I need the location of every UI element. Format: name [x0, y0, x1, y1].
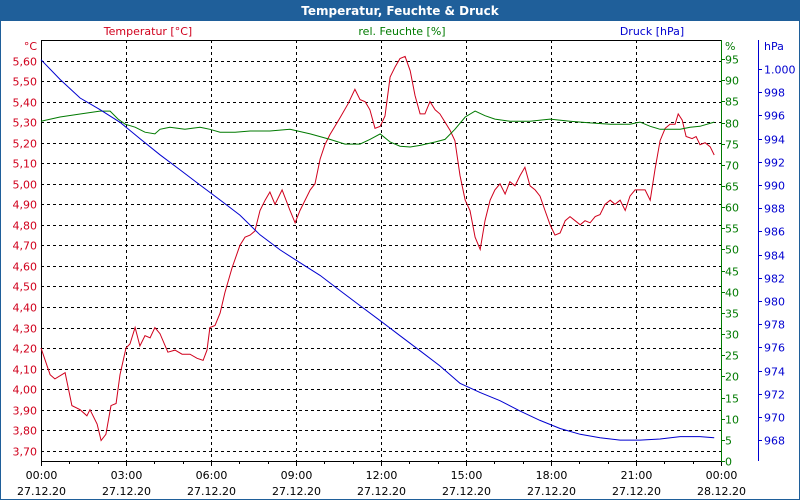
pressure-tick-label: 998 [764, 87, 785, 100]
temperature-tick-label: 5,00 [13, 179, 38, 192]
temperature-tick-label: 5,20 [13, 138, 38, 151]
humidity-tick-label: 20 [725, 371, 739, 384]
humidity-tick-label: 95 [725, 54, 739, 67]
temperature-tick-label: 3,90 [13, 405, 38, 418]
humidity-tick-label: 45 [725, 266, 739, 279]
temperature-tick-label: 4,90 [13, 199, 38, 212]
pressure-tick-label: 976 [764, 342, 785, 355]
temperature-tick-label: 5,40 [13, 97, 38, 110]
temperature-series-line [40, 55, 715, 442]
humidity-tick-label: 35 [725, 308, 739, 321]
pressure-tick-label: 1.000 [764, 64, 796, 77]
temperature-tick-label: 5,60 [13, 56, 38, 69]
humidity-tick-label: 0 [725, 456, 732, 469]
x-tick-time: 06:00 [196, 469, 228, 482]
humidity-tick-label: 75 [725, 139, 739, 152]
pressure-tick-label: 984 [764, 250, 785, 263]
pressure-tick-label: 980 [764, 296, 785, 309]
pressure-legend: Druck [hPa] [620, 25, 684, 38]
temperature-tick-label: 4,40 [13, 302, 38, 315]
pressure-tick-label: 982 [764, 273, 785, 286]
x-tick-date: 27.12.20 [17, 485, 66, 498]
humidity-tick-label: 10 [725, 414, 739, 427]
humidity-legend: rel. Feuchte [%] [358, 25, 445, 38]
temperature-tick-label: 4,60 [13, 261, 38, 274]
pressure-tick-label: 970 [764, 412, 785, 425]
pressure-unit-label: hPa [764, 40, 784, 53]
temperature-unit-label: °C [24, 40, 38, 53]
x-tick-date: 27.12.20 [102, 485, 151, 498]
x-tick-date: 27.12.20 [612, 485, 661, 498]
humidity-tick-label: 65 [725, 181, 739, 194]
humidity-tick-label: 25 [725, 350, 739, 363]
x-tick-time: 21:00 [621, 469, 653, 482]
x-tick-date: 27.12.20 [272, 485, 321, 498]
pressure-tick-label: 994 [764, 134, 785, 147]
pressure-tick-label: 986 [764, 226, 785, 239]
temperature-tick-label: 4,70 [13, 240, 38, 253]
humidity-tick-label: 60 [725, 202, 739, 215]
temperature-tick-label: 4,30 [13, 323, 38, 336]
humidity-tick-label: 30 [725, 329, 739, 342]
pressure-series-line [40, 59, 715, 441]
window-title: Temperatur, Feuchte & Druck [1, 1, 799, 21]
temperature-legend: Temperatur [°C] [103, 25, 192, 38]
x-tick-time: 09:00 [281, 469, 313, 482]
pressure-tick-label: 990 [764, 180, 785, 193]
humidity-tick-label: 85 [725, 96, 739, 109]
x-tick-date: 27.12.20 [442, 485, 491, 498]
temperature-tick-label: 4,00 [13, 384, 38, 397]
pressure-tick-label: 968 [764, 435, 785, 448]
humidity-series-line [40, 110, 715, 148]
x-tick-date: 27.12.20 [527, 485, 576, 498]
x-tick-time: 03:00 [111, 469, 143, 482]
humidity-tick-label: 70 [725, 160, 739, 173]
x-tick-time: 15:00 [451, 469, 483, 482]
temperature-tick-label: 5,50 [13, 76, 38, 89]
temperature-tick-label: 3,70 [13, 446, 38, 459]
x-tick-time: 00:00 [706, 469, 738, 482]
pressure-tick-label: 978 [764, 319, 785, 332]
pressure-tick-label: 996 [764, 110, 785, 123]
temperature-tick-label: 4,50 [13, 281, 38, 294]
temperature-tick-label: 4,80 [13, 220, 38, 233]
x-tick-time: 18:00 [536, 469, 568, 482]
pressure-tick-label: 992 [764, 157, 785, 170]
humidity-tick-label: 80 [725, 118, 739, 131]
humidity-tick-label: 55 [725, 223, 739, 236]
pressure-tick-label: 988 [764, 203, 785, 216]
humidity-unit-label: % [725, 40, 735, 53]
x-tick-time: 00:00 [26, 469, 58, 482]
temperature-tick-label: 3,80 [13, 425, 38, 438]
humidity-tick-label: 50 [725, 244, 739, 257]
x-tick-date: 28.12.20 [697, 485, 746, 498]
humidity-tick-label: 5 [725, 435, 732, 448]
x-tick-date: 27.12.20 [357, 485, 406, 498]
pressure-tick-label: 972 [764, 389, 785, 402]
humidity-tick-label: 90 [725, 75, 739, 88]
temperature-tick-label: 4,10 [13, 364, 38, 377]
humidity-tick-label: 40 [725, 287, 739, 300]
pressure-tick-label: 974 [764, 366, 785, 379]
temperature-tick-label: 4,20 [13, 343, 38, 356]
temperature-tick-label: 5,30 [13, 117, 38, 130]
x-tick-date: 27.12.20 [187, 485, 236, 498]
humidity-tick-label: 15 [725, 393, 739, 406]
x-tick-time: 12:00 [366, 469, 398, 482]
temperature-tick-label: 5,10 [13, 158, 38, 171]
